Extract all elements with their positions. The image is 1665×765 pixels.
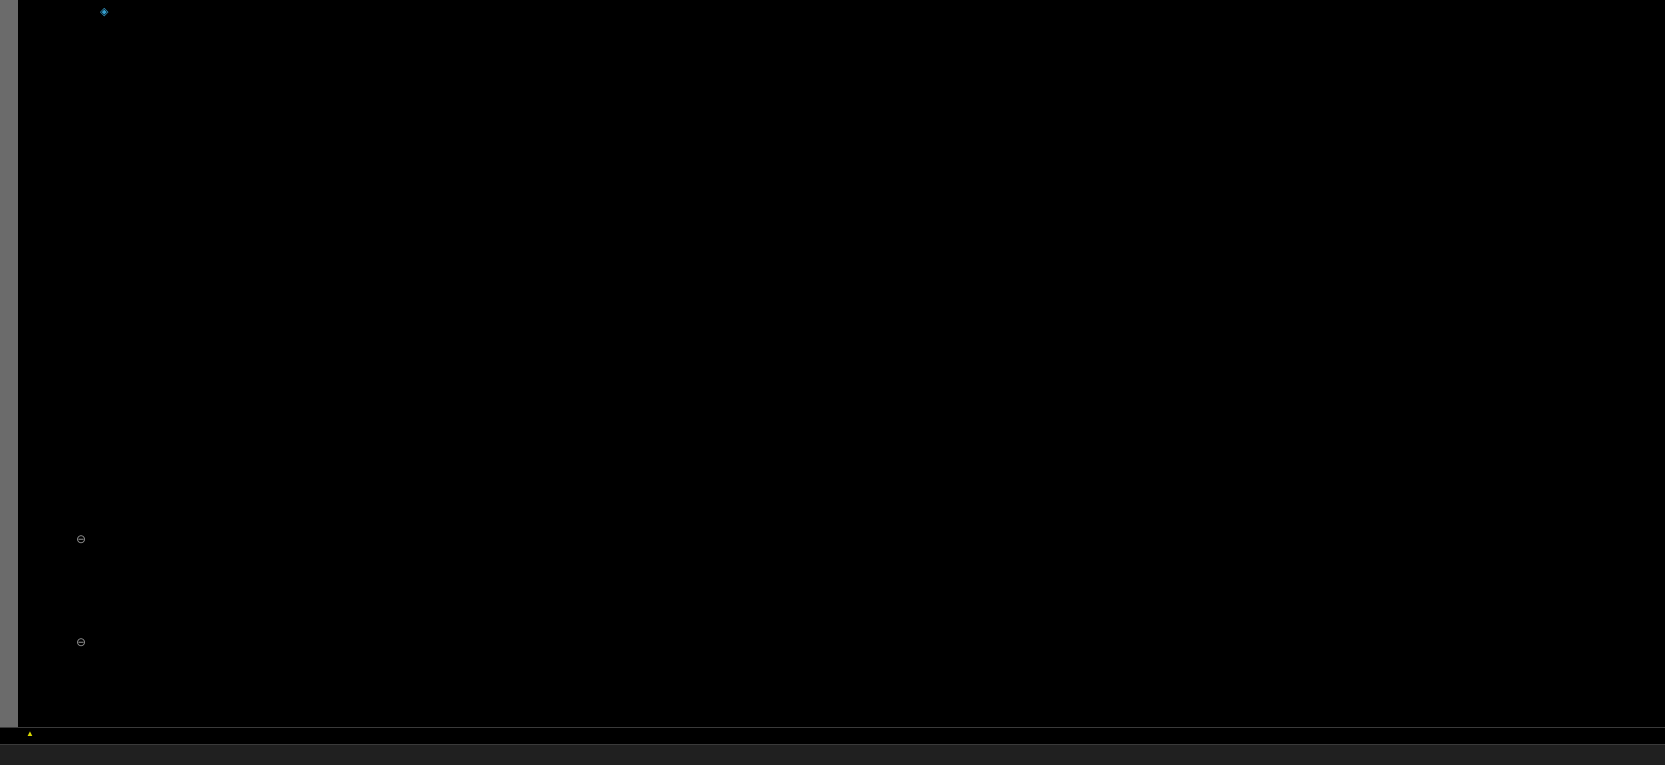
macd-chart[interactable] (18, 530, 1665, 633)
rsi-chart[interactable] (18, 633, 1665, 727)
macd-header: ⊖ (76, 532, 134, 546)
caret-up-icon: ▲ (26, 729, 34, 738)
rsi-header: ⊖ (76, 635, 134, 649)
candlestick-chart[interactable] (18, 22, 1665, 530)
period-selector[interactable]: ▲ (22, 729, 34, 738)
main-chart-panel (18, 22, 1665, 530)
collapse-rsi-icon[interactable]: ⊖ (76, 635, 87, 649)
rsi-panel: ⊖ (18, 633, 1665, 727)
time-axis: ▲ (0, 727, 1665, 744)
indicator-toolbar (0, 744, 1665, 765)
collapse-macd-icon[interactable]: ⊖ (76, 532, 87, 546)
chart-type-sidebar (0, 0, 18, 727)
chart-region: ◈ ⊖ ⊖ (18, 0, 1665, 727)
macd-panel: ⊖ (18, 530, 1665, 633)
indicator-collapse-icon[interactable]: ◈ (100, 5, 109, 18)
chart-header: ◈ (18, 0, 1665, 22)
